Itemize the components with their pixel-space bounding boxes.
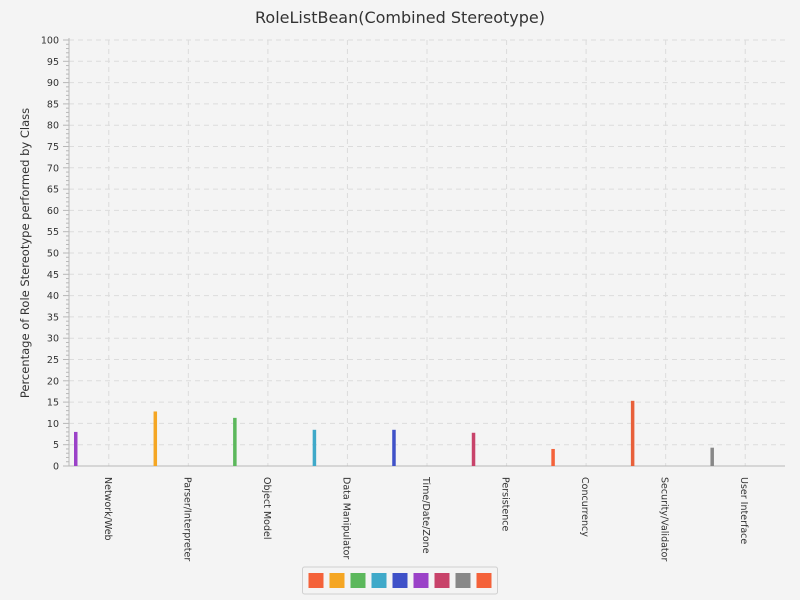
bar-concurrency: [551, 448, 555, 466]
legend: [302, 566, 498, 595]
chart-title: RoleListBean(Combined Stereotype): [255, 8, 545, 27]
bar-object-model: [233, 417, 237, 466]
x-category-label: Persistence: [500, 477, 511, 531]
bar-parser-interpreter: [153, 411, 158, 466]
y-tick-label: 25: [47, 355, 59, 366]
legend-swatch: [308, 573, 324, 588]
legend-swatch: [371, 573, 387, 588]
bar-security-validator: [630, 400, 635, 466]
category-labels: Network/Web Parser/Interpreter Object Mode…: [102, 476, 749, 561]
y-tick-label: 80: [47, 121, 59, 132]
bars: [74, 400, 714, 466]
x-category-label: Object Model: [261, 477, 272, 539]
legend-swatch: [455, 573, 471, 588]
legend-swatch: [329, 573, 345, 588]
y-tick-label: 75: [47, 142, 59, 153]
y-tick-label: 90: [47, 78, 59, 89]
bar-persistence: [471, 432, 476, 466]
y-tick-label: 0: [53, 462, 59, 473]
legend-swatch: [392, 573, 408, 588]
y-tick-label: 30: [47, 334, 59, 345]
grid-lines: [69, 39, 785, 466]
x-category-label: Data Manipulator: [340, 477, 351, 559]
x-category-label: User Interface: [738, 477, 749, 544]
y-tick-label: 70: [47, 163, 59, 174]
x-category-label: Time/Date/Zone: [420, 476, 431, 554]
y-tick-label: 50: [47, 249, 59, 260]
bar-data-manipulator: [312, 429, 317, 466]
x-category-label: Network/Web: [102, 477, 113, 541]
bar-network-web: [74, 431, 78, 466]
x-category-label: Parser/Interpreter: [181, 477, 192, 561]
y-tick-label: 5: [53, 440, 59, 451]
y-tick-label: 40: [47, 291, 59, 302]
y-tick-label: 55: [47, 227, 59, 238]
y-tick-labels: 0 5 10 15 20 25 30 35 40 45 50 55 60 65 70 75 80 85 90 95 10…: [41, 36, 59, 473]
legend-swatch: [476, 573, 492, 588]
legend-swatch: [413, 573, 429, 588]
axes: [63, 38, 785, 467]
y-tick-label: 10: [47, 419, 59, 430]
y-tick-label: 20: [47, 376, 59, 387]
y-tick-label: 85: [47, 99, 59, 110]
y-tick-label: 45: [47, 270, 59, 281]
y-tick-label: 100: [41, 36, 59, 47]
y-tick-label: 65: [47, 185, 59, 196]
legend-swatch: [350, 573, 366, 588]
x-category-label: Concurrency: [579, 477, 590, 537]
x-category-label: Security/Validator: [659, 477, 670, 561]
legend-swatch: [434, 573, 450, 588]
y-tick-label: 35: [47, 312, 59, 323]
bar-time-date-zone: [392, 429, 396, 466]
bar-user-interface: [710, 447, 714, 466]
y-tick-label: 95: [47, 57, 59, 68]
y-axis-label: Percentage of Role Stereotype performed …: [18, 108, 32, 398]
y-tick-label: 15: [47, 398, 59, 409]
y-tick-label: 60: [47, 206, 59, 217]
